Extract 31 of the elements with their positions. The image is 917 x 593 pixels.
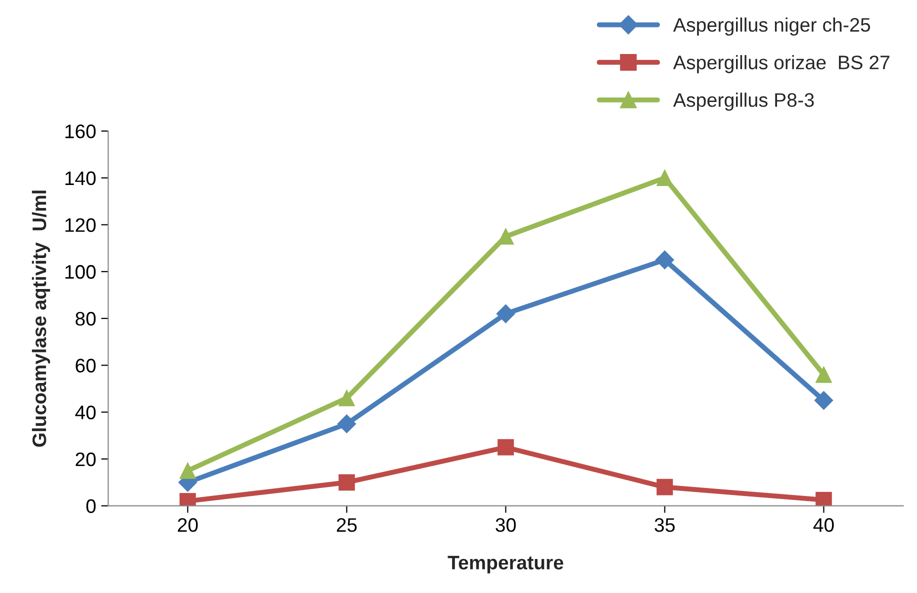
x-tick-label: 25 bbox=[336, 518, 357, 532]
y-tick-label: 140 bbox=[65, 171, 96, 186]
point bbox=[180, 462, 196, 479]
point bbox=[337, 414, 356, 434]
x-tick-label: 40 bbox=[813, 518, 834, 532]
point bbox=[816, 492, 832, 506]
y-tick-label: 0 bbox=[86, 499, 96, 514]
point bbox=[498, 439, 514, 456]
y-tick-label: 120 bbox=[65, 218, 96, 232]
point bbox=[814, 391, 834, 410]
y-tick-label: 100 bbox=[65, 265, 96, 279]
point bbox=[338, 474, 355, 491]
legend-label: Aspergillus orizae BS 27 bbox=[673, 55, 890, 74]
point bbox=[656, 170, 673, 186]
x-tick-label: 35 bbox=[654, 518, 675, 532]
point bbox=[656, 478, 673, 496]
y-tick-label: 40 bbox=[75, 406, 96, 420]
y-axis-title: Glucoamylase aqtivity U/ml bbox=[32, 190, 50, 447]
legend-label: Aspergillus P8-3 bbox=[673, 92, 814, 111]
y-tick-label: 60 bbox=[76, 358, 96, 373]
y-tick-label: 160 bbox=[65, 124, 96, 138]
point bbox=[338, 390, 355, 406]
point bbox=[816, 366, 832, 383]
x-tick-label: 20 bbox=[178, 518, 198, 532]
x-tick-label: 30 bbox=[496, 518, 516, 532]
x-axis-title: Temperature bbox=[448, 556, 564, 574]
y-tick-label: 20 bbox=[76, 452, 96, 466]
point bbox=[496, 304, 516, 324]
point bbox=[655, 250, 674, 270]
legend-label: Aspergillus niger ch-25 bbox=[673, 18, 870, 36]
y-tick-label: 80 bbox=[76, 312, 96, 326]
